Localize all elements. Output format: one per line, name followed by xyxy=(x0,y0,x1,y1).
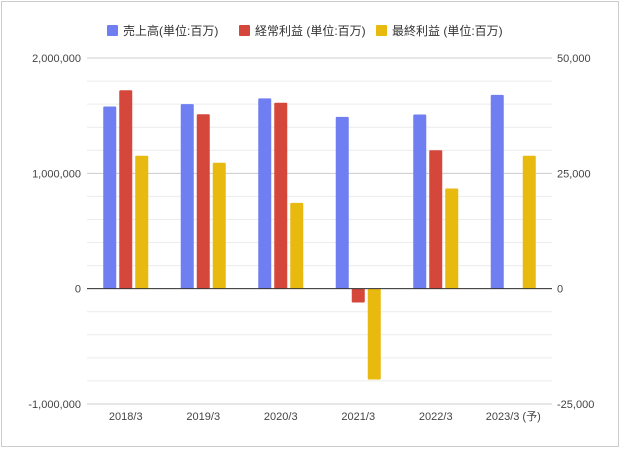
left-tick-label: 2,000,000 xyxy=(32,53,81,65)
bar-sales xyxy=(490,94,504,289)
legend-swatch xyxy=(239,25,250,36)
legend-swatch xyxy=(107,25,118,36)
bar-ordinary-profit xyxy=(196,114,210,289)
bar-net-profit xyxy=(212,162,226,289)
bar-sales xyxy=(180,104,194,289)
legend: 売上高(単位:百万) 経常利益 (単位:百万) 最終利益 (単位:百万) xyxy=(107,23,503,38)
left-axis: -1,000,000 0 1,000,000 2,000,000 xyxy=(28,53,81,411)
legend-label: 経常利益 (単位:百万) xyxy=(255,23,366,38)
x-category-label: 2022/3 xyxy=(419,411,453,423)
bar-sales xyxy=(258,98,272,289)
x-category-label: 2020/3 xyxy=(264,411,298,423)
left-tick-label: 0 xyxy=(75,284,81,296)
gridlines xyxy=(87,57,552,405)
right-tick-label: 25,000 xyxy=(557,168,591,180)
bar-net-profit xyxy=(445,188,459,289)
legend-swatch xyxy=(376,25,387,36)
x-category-label: 2023/3 (予) xyxy=(486,410,541,423)
right-tick-label: 0 xyxy=(557,284,563,296)
bar-ordinary-profit xyxy=(119,90,133,289)
bar-sales xyxy=(335,116,349,289)
left-tick-label: -1,000,000 xyxy=(28,399,81,411)
legend-label: 最終利益 (単位:百万) xyxy=(392,23,503,38)
bar-net-profit xyxy=(522,155,536,289)
legend-label: 売上高(単位:百万) xyxy=(123,23,218,38)
bar-ordinary-profit xyxy=(351,288,365,303)
bar-ordinary-profit xyxy=(429,150,443,289)
right-axis: -25,000 0 25,000 50,000 xyxy=(557,53,594,411)
right-tick-label: 50,000 xyxy=(557,53,591,65)
left-tick-label: 1,000,000 xyxy=(32,168,81,180)
bar-sales xyxy=(103,106,117,289)
bars xyxy=(103,90,536,380)
x-category-label: 2019/3 xyxy=(186,411,220,423)
bar-net-profit xyxy=(290,202,304,289)
x-category-label: 2021/3 xyxy=(341,411,375,423)
x-category-label: 2018/3 xyxy=(109,411,143,423)
bar-net-profit xyxy=(367,288,381,380)
x-axis: 2018/3 2019/3 2020/3 2021/3 2022/3 2023/3 (予) xyxy=(109,410,541,423)
right-tick-label: -25,000 xyxy=(557,399,594,411)
bar-net-profit xyxy=(135,155,149,289)
bar-sales xyxy=(413,114,427,289)
bar-ordinary-profit xyxy=(274,102,288,289)
